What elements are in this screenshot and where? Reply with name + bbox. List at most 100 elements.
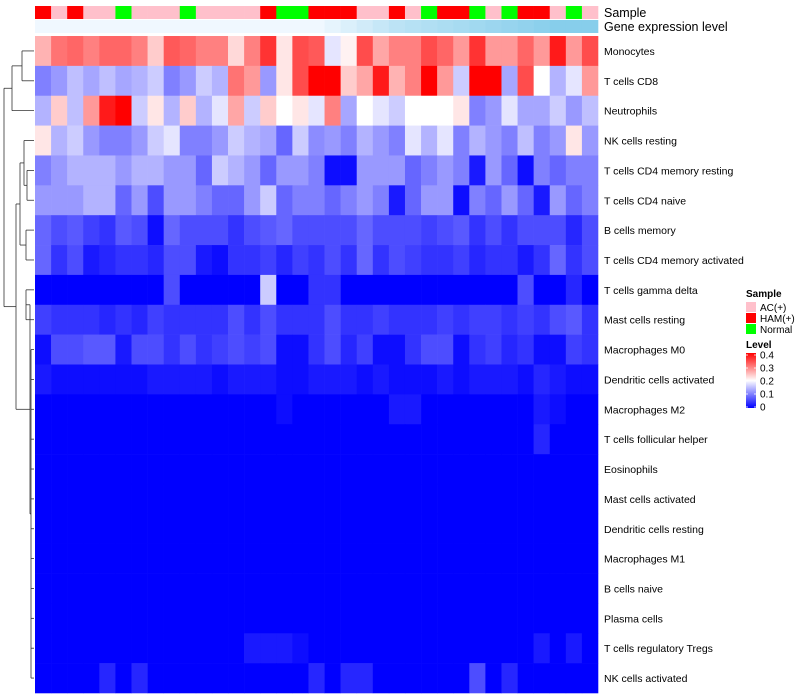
heatmap-cell: [292, 65, 309, 97]
heatmap-cell: [340, 663, 358, 694]
heatmap-cell: [147, 513, 164, 544]
heatmap-cell: [115, 245, 132, 276]
expression-cell: [99, 20, 116, 33]
heatmap-cell: [276, 543, 293, 574]
expression-cell: [179, 20, 197, 33]
heatmap-cell: [421, 185, 438, 216]
heatmap-cell: [469, 155, 486, 186]
legend-label: Normal: [760, 325, 792, 336]
heatmap-cell: [324, 274, 341, 306]
heatmap-cell: [115, 483, 132, 515]
heatmap-cell: [372, 155, 390, 186]
heatmap-cell: [453, 663, 470, 694]
heatmap-cell: [67, 543, 84, 574]
heatmap-cell: [388, 36, 406, 67]
heatmap-cell: [437, 424, 454, 455]
sample-cell: [308, 6, 325, 19]
expression-cell: [404, 20, 422, 33]
heatmap-cell: [324, 364, 341, 395]
sample-cell: [565, 6, 583, 19]
heatmap-cell: [228, 65, 245, 97]
heatmap-cell: [485, 454, 502, 485]
heatmap-cell: [388, 483, 406, 515]
heatmap-cell: [549, 573, 567, 604]
expression-track-label: Gene expression level: [604, 20, 728, 34]
heatmap-cell: [147, 36, 164, 67]
heatmap-cell: [533, 95, 551, 126]
heatmap-cell: [179, 155, 197, 186]
heatmap-cell: [388, 215, 406, 246]
heatmap-cell: [340, 573, 358, 604]
heatmap-cell: [581, 215, 599, 246]
heatmap-cell: [195, 663, 213, 694]
sample-cell: [83, 6, 100, 19]
expression-cell: [421, 20, 438, 33]
expression-cell: [276, 20, 293, 33]
expression-cell: [485, 20, 502, 33]
sample-track-label: Sample: [604, 6, 646, 20]
sample-cell: [404, 6, 422, 19]
heatmap-cell: [581, 36, 599, 67]
heatmap-cell: [163, 633, 181, 664]
heatmap-cell: [421, 454, 438, 485]
sample-cell: [437, 6, 454, 19]
heatmap-cell: [83, 483, 100, 515]
heatmap-cell: [501, 364, 518, 395]
heatmap-cell: [67, 65, 84, 97]
heatmap-cell: [549, 394, 567, 425]
heatmap-cell: [228, 334, 245, 365]
heatmap-cell: [195, 215, 213, 246]
heatmap-cell: [372, 543, 390, 574]
sample-cell: [163, 6, 181, 19]
heatmap-cell: [131, 36, 148, 67]
heatmap-cell: [131, 513, 148, 544]
row-labels: Monocytes T cells CD8 Neutrophils NK cells …: [604, 46, 744, 685]
heatmap-cell: [179, 424, 197, 455]
heatmap-cell: [388, 603, 406, 634]
heatmap-cell: [485, 633, 502, 664]
heatmap-cell: [308, 304, 325, 335]
heatmap-cell: [453, 424, 470, 455]
heatmap-cell: [485, 185, 502, 216]
heatmap-cell: [179, 663, 197, 694]
expression-cell: [147, 20, 164, 33]
expression-cell: [228, 20, 245, 33]
heatmap-cell: [276, 95, 293, 126]
heatmap-cell: [356, 334, 374, 365]
heatmap-cell: [228, 603, 245, 634]
heatmap-cell: [517, 215, 534, 246]
heatmap-cell: [565, 633, 583, 664]
heatmap-cell: [83, 65, 100, 97]
heatmap-cell: [372, 424, 390, 455]
heatmap-cell: [244, 663, 261, 694]
heatmap-cell: [533, 65, 551, 97]
heatmap-cell: [35, 95, 52, 126]
heatmap-cell: [324, 65, 341, 97]
sample-cell: [340, 6, 358, 19]
heatmap-cell: [211, 304, 229, 335]
heatmap-cell: [404, 36, 422, 67]
heatmap-cell: [35, 663, 52, 694]
legend: Sample AC(+)HAM(+)Normal Level 0.4 0.3 0.2…: [746, 289, 795, 414]
heatmap-cell: [83, 155, 100, 186]
heatmap-cell: [324, 95, 341, 126]
heatmap-cell: [35, 364, 52, 395]
sample-cell: [388, 6, 406, 19]
heatmap-cell: [404, 543, 422, 574]
expression-cell: [211, 20, 229, 33]
heatmap-cell: [372, 633, 390, 664]
heatmap-cell: [131, 334, 148, 365]
heatmap-cell: [501, 573, 518, 604]
heatmap-cell: [163, 663, 181, 694]
heatmap-cell: [99, 125, 116, 156]
expression-cell: [437, 20, 454, 33]
sample-cell: [469, 6, 486, 19]
heatmap-cell: [565, 573, 583, 604]
heatmap-cell: [195, 185, 213, 216]
heatmap-cell: [469, 334, 486, 365]
expression-cell: [372, 20, 390, 33]
heatmap-cell: [211, 36, 229, 67]
sample-cell: [421, 6, 438, 19]
heatmap-cell: [115, 513, 132, 544]
heatmap-cell: [404, 394, 422, 425]
